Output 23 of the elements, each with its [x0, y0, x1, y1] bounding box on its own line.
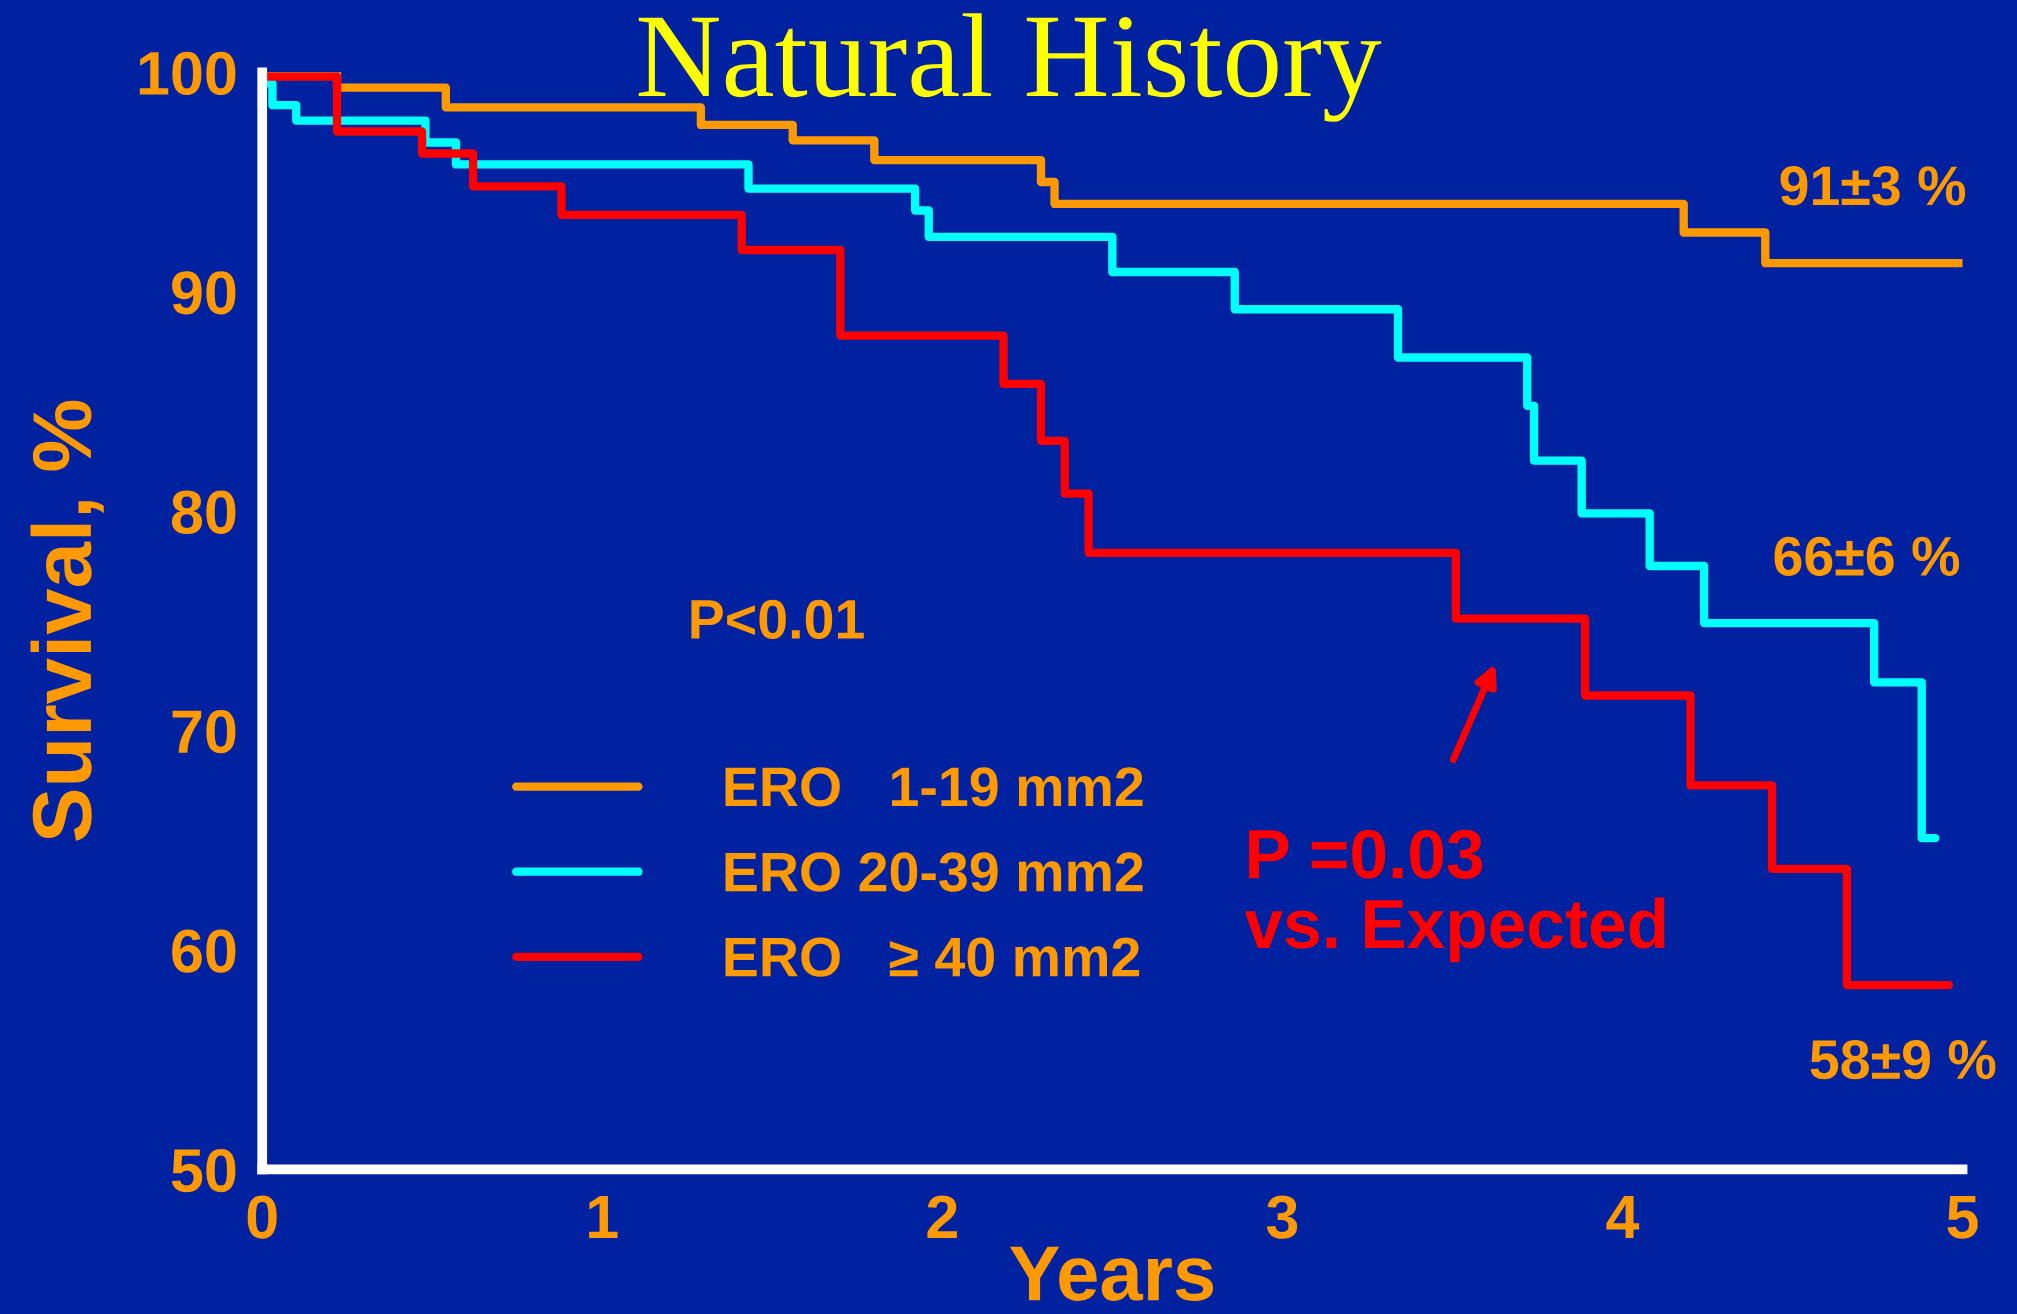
annotation: P =0.03 vs. Expected	[1244, 829, 1665, 963]
legend-label: ERO 20-39 mm2	[725, 852, 1143, 892]
y-tick-label: 60	[172, 929, 236, 973]
legend-label: ERO 1-19 mm2	[725, 767, 1143, 807]
y-tick-label: 70	[172, 710, 236, 754]
x-tick-label: 5	[1947, 1196, 1978, 1239]
annotation: 58±9 %	[1810, 1039, 1996, 1080]
y-tick-label: 80	[171, 490, 236, 534]
x-tick-label: 3	[1266, 1195, 1298, 1239]
y-tick-label: 90	[172, 271, 236, 315]
annotation: P<0.01	[691, 599, 864, 640]
chart-title: Natural History	[638, 13, 1382, 122]
y-axis-title: Survival, %	[30, 400, 104, 841]
x-tick-label: 2	[927, 1195, 957, 1239]
annotation: 91±3 %	[1780, 166, 1966, 206]
y-tick-label: 50	[171, 1148, 236, 1193]
x-axis-title: Years	[1009, 1246, 1214, 1301]
x-tick-label: 0	[247, 1195, 277, 1239]
x-tick-label: 1	[589, 1196, 618, 1239]
x-tick-label: 4	[1606, 1196, 1640, 1239]
y-tick-label: 100	[139, 51, 236, 96]
legend-label: ERO ≥ 40 mm2	[725, 937, 1140, 977]
annotation: 66±6 %	[1774, 536, 1960, 576]
